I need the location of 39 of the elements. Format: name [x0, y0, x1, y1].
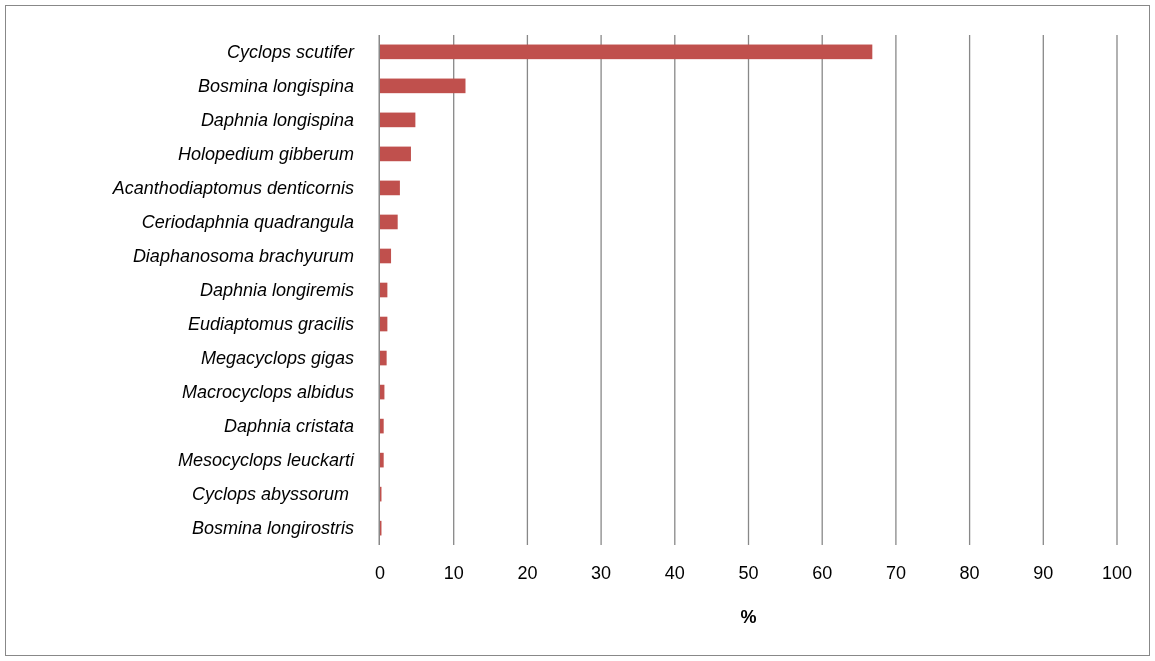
y-tick-label: Megacyclops gigas: [200, 348, 354, 369]
x-tick-label: 60: [812, 563, 833, 583]
bar: [380, 282, 388, 298]
y-tick-label: Daphnia longiremis: [199, 280, 354, 301]
y-tick-label: Mesocyclops leuckarti: [177, 450, 355, 471]
x-tick-label: 10: [443, 563, 464, 583]
bar: [380, 248, 392, 264]
y-tick-label: Daphnia cristata: [223, 416, 354, 437]
bar: [380, 350, 387, 366]
y-tick-label: Cyclops scutifer: [226, 42, 355, 63]
y-tick-label: Holopedium gibberum: [177, 144, 354, 165]
y-tick-label: Bosmina longispina: [197, 76, 354, 97]
bar: [380, 418, 384, 434]
x-tick-label: 50: [738, 563, 759, 583]
x-axis-title: %: [740, 607, 757, 627]
x-tick-label: 20: [517, 563, 538, 583]
bar: [380, 78, 466, 94]
y-tick-label: Acanthodiaptomus denticornis: [111, 178, 354, 199]
y-tick-label: Diaphanosoma brachyurum: [132, 246, 354, 267]
bar: [380, 214, 398, 230]
x-tick-label: 100: [1101, 563, 1133, 583]
x-tick-label: 80: [959, 563, 980, 583]
y-tick-label: Cyclops abyssorum: [191, 484, 354, 505]
y-tick-label: Eudiaptomus gracilis: [187, 314, 354, 335]
x-tick-label: 40: [664, 563, 685, 583]
x-tick-label: 90: [1033, 563, 1054, 583]
bar: [380, 44, 873, 60]
x-tick-label: 70: [885, 563, 906, 583]
bar: [380, 452, 384, 468]
bar: [380, 316, 388, 332]
x-tick-label: 0: [374, 563, 386, 583]
bar: [380, 112, 416, 128]
x-tick-label: 30: [591, 563, 612, 583]
bar: [380, 146, 411, 162]
y-tick-label: Bosmina longirostris: [191, 518, 354, 539]
y-tick-label: Daphnia longispina: [200, 110, 354, 131]
y-tick-label: Macrocyclops albidus: [181, 382, 354, 403]
bar: [380, 180, 400, 196]
y-tick-label: Ceriodaphnia quadrangula: [141, 212, 354, 233]
